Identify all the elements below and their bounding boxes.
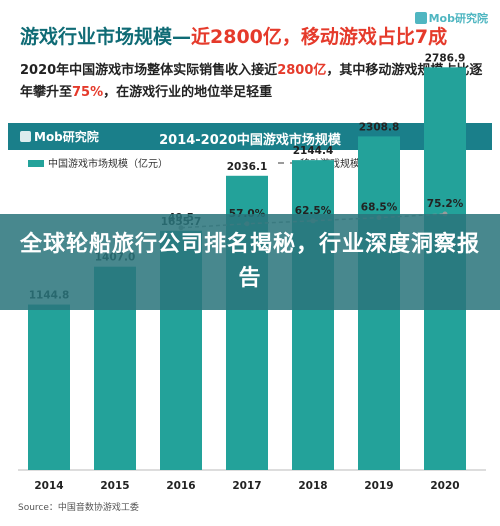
legend-label-line: 移动游戏规模占比 (300, 159, 380, 170)
x-tick-2015: 2015 (100, 480, 129, 492)
chart-panel-header: Mob研究院 2014-2020中国游戏市场规模 (8, 123, 492, 150)
line-label-2019: 68.5% (361, 202, 398, 214)
x-tick-2017: 2017 (232, 480, 261, 492)
panel-brand-label: Mob研究院 (34, 130, 99, 144)
panel-brand: Mob研究院 (20, 128, 99, 145)
chart-title: 2014-2020中国游戏市场规模 (159, 133, 341, 148)
headline-part1: 游戏行业市场规模— (20, 26, 192, 48)
x-tick-2016: 2016 (166, 480, 195, 492)
bar-label-2019: 2308.8 (359, 121, 400, 133)
brand-label: Mob研究院 (428, 12, 488, 25)
legend-item-line: 移动游戏规模占比 (278, 155, 380, 170)
header: 游戏行业市场规模—近2800亿，移动游戏占比7成 Mob研究院 2020年中国游… (0, 0, 500, 118)
subtext-part3: ，在游戏行业的地位举足轻重 (103, 85, 273, 100)
headline-part2: 近2800亿，移动游戏占比7成 (191, 26, 448, 48)
legend-item-bar: 中国游戏市场规模（亿元） (28, 155, 168, 170)
x-tick-2020: 2020 (430, 480, 459, 492)
line-label-2018: 62.5% (295, 205, 332, 217)
subtext-part1: 2020年中国游戏市场整体实际销售收入接近 (20, 63, 278, 78)
subtext-highlight-2: 75% (72, 85, 104, 100)
brand-logo: Mob研究院 (414, 10, 488, 26)
bar-2014 (28, 304, 70, 470)
x-tick-2019: 2019 (364, 480, 393, 492)
legend-swatch-bar (28, 160, 44, 167)
source-note: Source：中国音数协游戏工委 (18, 503, 139, 513)
legend-swatch-line (278, 162, 296, 164)
legend-label-bar: 中国游戏市场规模（亿元） (48, 159, 168, 170)
bar-label-2017: 2036.1 (227, 161, 268, 173)
brand-icon (414, 12, 427, 24)
bar-2018 (292, 160, 334, 470)
subtext: 2020年中国游戏市场整体实际销售收入接近2800亿，其中移动游戏规模占比逐年攀… (20, 60, 485, 104)
headline: 游戏行业市场规模—近2800亿，移动游戏占比7成 (20, 22, 447, 49)
bar-label-2018: 2144.4 (293, 145, 334, 157)
line-label-2020: 75.2% (427, 198, 464, 210)
panel-brand-icon (20, 131, 31, 142)
x-tick-2014: 2014 (34, 480, 63, 492)
overlay-banner: 全球轮船旅行公司排名揭秘，行业深度洞察报告 (0, 214, 500, 310)
subtext-highlight-1: 2800亿 (277, 63, 327, 78)
banner-text: 全球轮船旅行公司排名揭秘，行业深度洞察报告 (20, 232, 481, 291)
x-tick-2018: 2018 (298, 480, 327, 492)
bar-label-2020: 2786.9 (425, 52, 466, 64)
